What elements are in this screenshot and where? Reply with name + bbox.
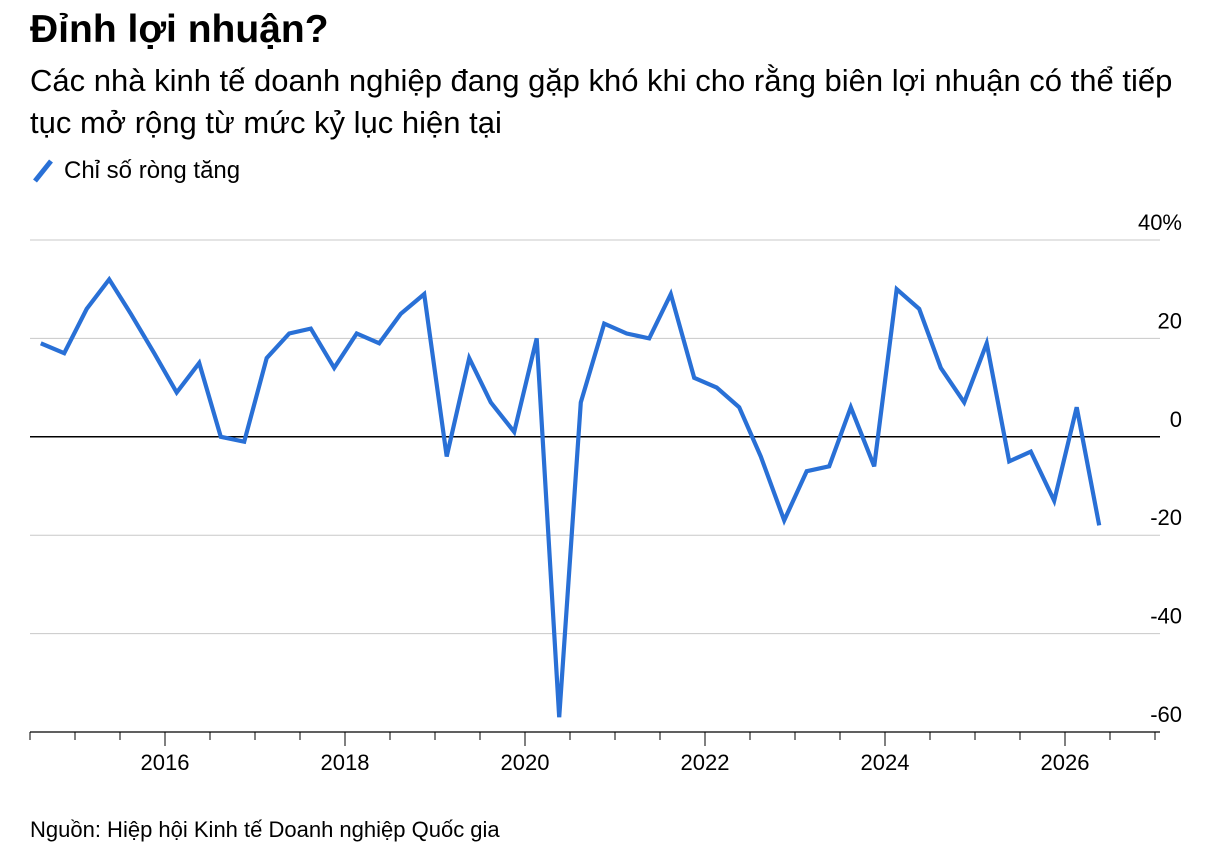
y-tick-label: -20 <box>1150 505 1182 530</box>
series-line <box>39 275 1102 718</box>
x-axis: 2016 2018 2020 2022 2024 2026 <box>29 731 1160 775</box>
x-tick-label: 2020 <box>501 750 550 775</box>
x-tick-label: 2016 <box>141 750 190 775</box>
x-tick-label: 2018 <box>321 750 370 775</box>
y-tick-label: -60 <box>1150 702 1182 727</box>
chart-title: Đỉnh lợi nhuận? <box>30 8 329 51</box>
y-tick-label: 40% <box>1138 210 1182 235</box>
gridlines <box>30 239 1160 635</box>
chart-subtitle: Các nhà kinh tế doanh nghiệp đang gặp kh… <box>30 63 1173 140</box>
source-note: Nguồn: Hiệp hội Kinh tế Doanh nghiệp Quố… <box>30 817 500 842</box>
x-tick-label: 2024 <box>861 750 910 775</box>
x-tick-label: 2022 <box>681 750 730 775</box>
legend: Chỉ số ròng tăng <box>32 156 240 186</box>
legend-swatch-line <box>33 159 53 183</box>
legend-label: Chỉ số ròng tăng <box>64 157 241 184</box>
y-axis-labels: 40% 20 0 -20 -40 -60 <box>1138 210 1182 727</box>
x-tick-label: 2026 <box>1041 750 1090 775</box>
y-tick-label: 0 <box>1170 407 1182 432</box>
y-tick-label: 20 <box>1158 308 1182 333</box>
series-layer <box>39 275 1102 718</box>
y-tick-label: -40 <box>1150 604 1182 629</box>
